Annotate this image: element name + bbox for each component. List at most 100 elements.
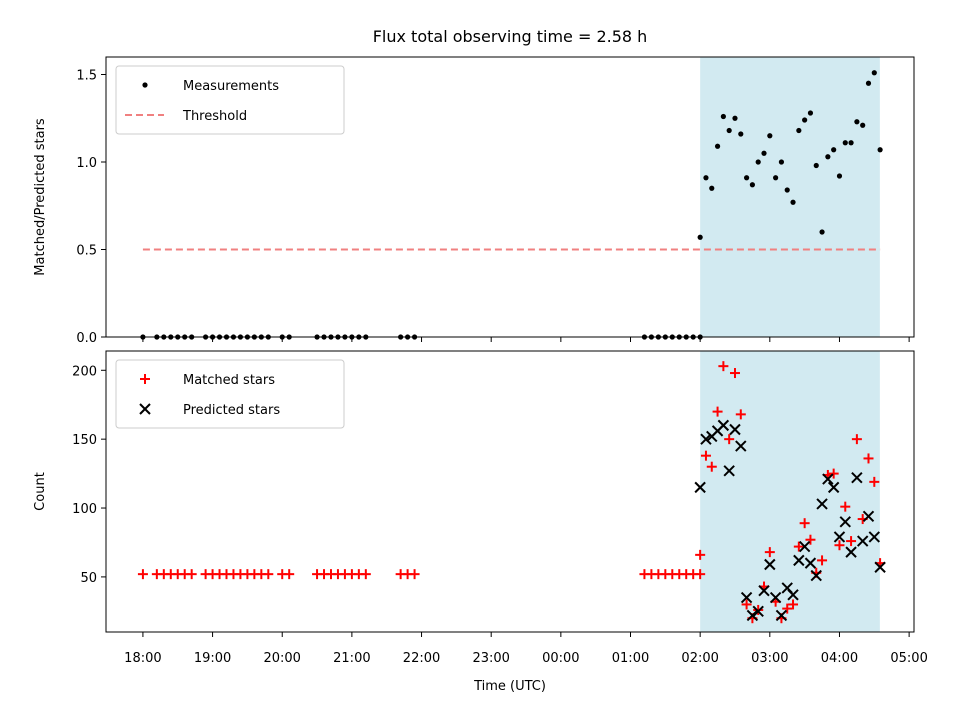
count-panel: 50 100 150 200 18:00 19:00 20:00 21:00 22:00 23:… xyxy=(33,350,928,666)
x-point xyxy=(874,561,886,573)
x-point xyxy=(700,433,712,445)
dot-point xyxy=(697,234,703,240)
x-point xyxy=(735,440,747,452)
dot-point xyxy=(714,143,721,149)
plus-point xyxy=(869,476,880,487)
x-point xyxy=(717,419,730,432)
x-tick-label: 01:00 xyxy=(612,651,649,666)
plus-point xyxy=(788,599,799,610)
x-point xyxy=(764,558,776,571)
plus-point xyxy=(735,409,746,420)
dot-point xyxy=(767,133,773,139)
x-point xyxy=(694,481,706,494)
dot-point xyxy=(819,229,825,235)
legend-label: Predicted stars xyxy=(183,403,280,418)
dot-point xyxy=(865,80,872,86)
x-point xyxy=(868,531,881,543)
legend-label: Threshold xyxy=(182,109,247,124)
dot-point xyxy=(709,185,715,191)
dot-point xyxy=(773,175,779,181)
legend-box xyxy=(115,359,345,429)
x-point xyxy=(740,591,753,604)
x-tick-label: 19:00 xyxy=(194,651,231,666)
dot-point xyxy=(743,175,750,181)
plus-point xyxy=(729,368,740,379)
ratio-panel-x-ticks xyxy=(142,337,910,342)
ratio-panel-frame xyxy=(105,56,915,338)
plus-point xyxy=(863,453,874,464)
x-point xyxy=(758,584,770,597)
x-point xyxy=(862,510,875,523)
x-tick-label: 23:00 xyxy=(472,651,509,666)
x-point xyxy=(839,516,851,528)
dot-point xyxy=(813,162,819,169)
plus-point xyxy=(851,434,862,445)
x-point xyxy=(798,540,811,553)
ratio-panel-y-ticks: 0.0 0.5 1.0 1.5 xyxy=(76,69,106,346)
y-tick-label: 0.0 xyxy=(76,331,97,346)
dot-point xyxy=(825,154,831,160)
x-point xyxy=(833,531,846,543)
plus-point xyxy=(828,468,839,479)
plus-point xyxy=(263,569,274,580)
plus-point xyxy=(409,569,420,580)
dot-point xyxy=(703,175,709,181)
legend-plus-swatch xyxy=(140,374,150,384)
dot-point xyxy=(738,131,744,137)
x-tick-label: 02:00 xyxy=(681,651,718,666)
count-panel-y-label: Count xyxy=(33,472,48,511)
x-tick-label: 04:00 xyxy=(821,651,858,666)
x-point xyxy=(723,465,735,477)
y-tick-label: 1.5 xyxy=(76,69,97,84)
x-tick-label: 20:00 xyxy=(263,651,300,666)
x-point xyxy=(816,498,828,510)
x-tick-label: 21:00 xyxy=(333,651,370,666)
x-point xyxy=(827,481,840,494)
x-tick-label: 18:00 xyxy=(124,651,161,666)
dot-point xyxy=(761,150,767,156)
ratio-panel: 0.0 0.5 1.0 1.5 Matched/Predicted stars Mea… xyxy=(33,56,915,346)
plus-point xyxy=(695,569,706,580)
dot-point xyxy=(784,187,790,193)
plus-point xyxy=(764,547,775,558)
x-point xyxy=(851,472,863,484)
x-tick-label: 00:00 xyxy=(542,651,579,666)
plus-point xyxy=(799,518,810,529)
dot-point xyxy=(807,110,814,116)
count-panel-y-ticks: 50 100 150 200 xyxy=(72,364,106,586)
dot-point xyxy=(860,122,866,128)
x-point xyxy=(810,569,822,582)
plus-point xyxy=(712,406,723,417)
dot-point xyxy=(726,127,732,134)
y-tick-label: 150 xyxy=(72,433,97,448)
dot-point xyxy=(796,127,802,134)
x-point xyxy=(856,535,869,547)
x-point xyxy=(822,473,834,485)
plus-point xyxy=(284,569,295,580)
plus-point xyxy=(186,569,197,580)
plus-point xyxy=(724,434,735,445)
dot-point xyxy=(848,140,854,146)
dot-point xyxy=(720,113,726,120)
dot-point xyxy=(802,117,808,123)
x-tick-label: 03:00 xyxy=(751,651,788,666)
x-axis-label: Time (UTC) xyxy=(473,679,546,694)
dot-point xyxy=(732,115,738,121)
x-point xyxy=(752,605,764,618)
count-panel-legend: Matched stars Predicted stars xyxy=(115,359,345,429)
x-tick-label: 05:00 xyxy=(890,651,927,666)
y-tick-label: 50 xyxy=(80,571,97,586)
dot-point xyxy=(749,182,756,188)
y-tick-label: 200 xyxy=(72,364,97,379)
plus-point xyxy=(846,536,857,547)
x-point xyxy=(729,423,741,436)
y-tick-label: 100 xyxy=(72,502,97,517)
count-panel-frame xyxy=(105,350,915,633)
legend-box xyxy=(115,65,345,135)
plus-point xyxy=(805,534,816,545)
plus-point xyxy=(840,501,851,512)
plus-point xyxy=(793,541,804,552)
x-point xyxy=(845,546,857,558)
legend-x-swatch xyxy=(139,403,151,415)
